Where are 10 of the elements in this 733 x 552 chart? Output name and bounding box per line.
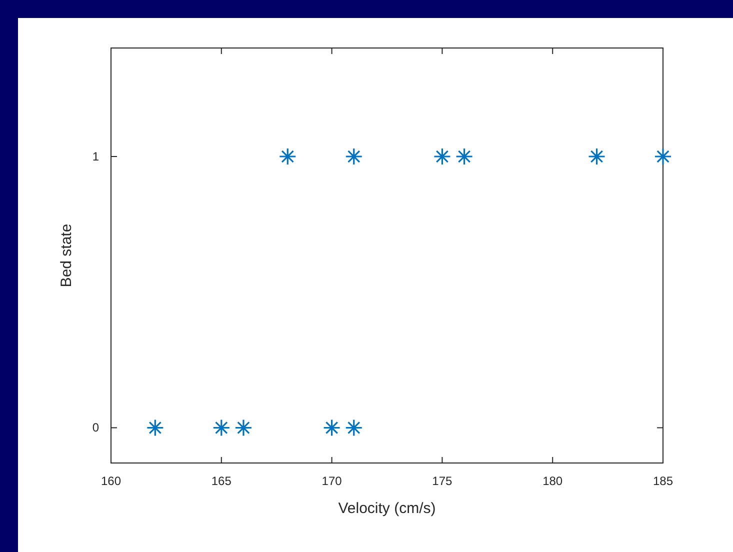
- x-tick-label: 175: [432, 474, 453, 488]
- x-tick-label: 170: [322, 474, 342, 488]
- x-axis-title: Velocity (cm/s): [338, 500, 436, 517]
- x-tick-label: 185: [652, 474, 674, 488]
- y-axis-title: Bed state: [58, 224, 75, 288]
- y-tick-label: 0: [92, 420, 100, 435]
- y-tick-label: 1: [92, 149, 100, 164]
- x-tick-label: 180: [542, 474, 563, 488]
- x-tick-label: 160: [100, 474, 122, 488]
- x-tick-label: 165: [211, 474, 232, 488]
